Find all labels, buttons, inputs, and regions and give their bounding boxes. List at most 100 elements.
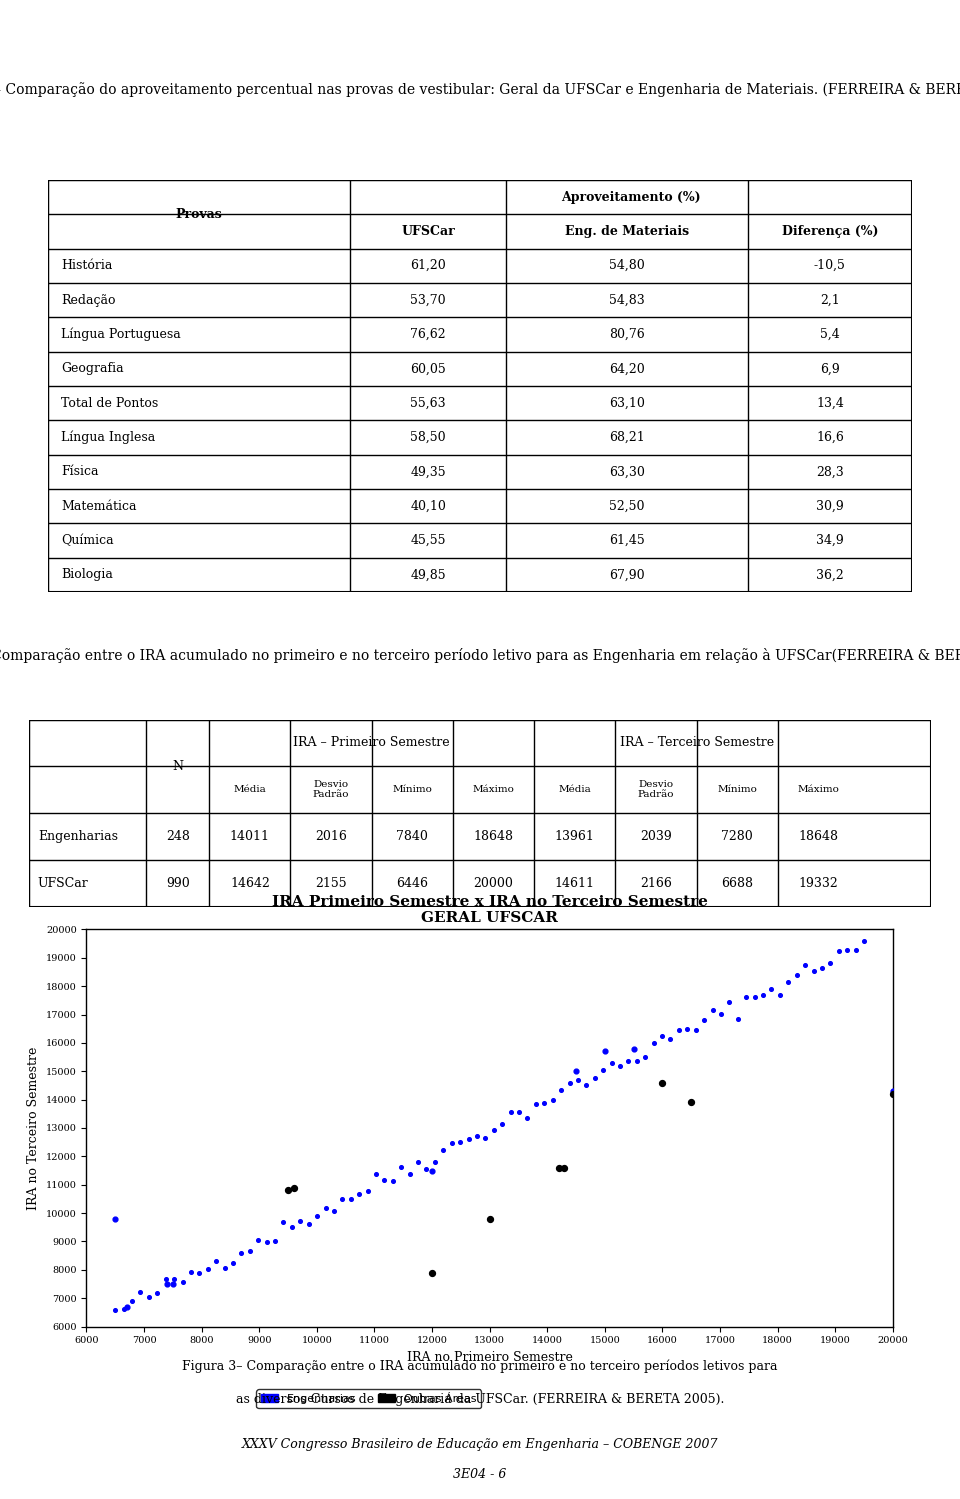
- Text: 6688: 6688: [721, 877, 754, 890]
- Point: [772, 983, 787, 1007]
- Text: 40,10: 40,10: [410, 499, 446, 513]
- Point: [588, 1066, 603, 1090]
- Text: 61,45: 61,45: [609, 534, 645, 547]
- Point: [568, 1060, 584, 1084]
- Point: [150, 1282, 165, 1306]
- Text: Matemática: Matemática: [61, 499, 136, 513]
- Legend: Engenharias, Outras Áreas: Engenharias, Outras Áreas: [256, 1390, 481, 1409]
- Text: 2,1: 2,1: [820, 294, 840, 307]
- Y-axis label: IRA no Terceiro Semestre: IRA no Terceiro Semestre: [27, 1046, 40, 1210]
- Point: [604, 1051, 619, 1075]
- Point: [469, 1124, 485, 1148]
- Point: [848, 938, 863, 962]
- Text: 6446: 6446: [396, 877, 428, 890]
- Point: [385, 1169, 400, 1193]
- Point: [764, 977, 780, 1001]
- Text: 34,9: 34,9: [816, 534, 844, 547]
- Text: -10,5: -10,5: [814, 259, 846, 273]
- Text: UFSCar: UFSCar: [401, 225, 455, 238]
- Point: [108, 1207, 123, 1231]
- Point: [166, 1268, 181, 1292]
- Point: [141, 1285, 156, 1309]
- Text: 13,4: 13,4: [816, 397, 844, 409]
- Point: [655, 1070, 670, 1094]
- Point: [655, 1024, 670, 1048]
- Point: [528, 1091, 543, 1115]
- Text: 54,80: 54,80: [609, 259, 645, 273]
- Point: [360, 1180, 375, 1204]
- Point: [165, 1273, 180, 1297]
- Point: [419, 1157, 434, 1181]
- Point: [427, 1150, 443, 1174]
- Point: [436, 1138, 451, 1162]
- Point: [738, 985, 754, 1009]
- Text: Redação: Redação: [61, 294, 115, 307]
- Point: [158, 1268, 174, 1292]
- Text: Mínimo: Mínimo: [717, 785, 757, 794]
- Text: 80,76: 80,76: [609, 328, 645, 340]
- Text: 6,9: 6,9: [820, 363, 840, 375]
- Point: [369, 1163, 384, 1187]
- Text: Tabela 4 – Comparação do aproveitamento percentual nas provas de vestibular: Ger: Tabela 4 – Comparação do aproveitamento …: [0, 82, 960, 97]
- Text: 3E04 - 6: 3E04 - 6: [453, 1468, 507, 1481]
- Point: [259, 1231, 275, 1255]
- Point: [798, 953, 813, 977]
- Text: 76,62: 76,62: [410, 328, 446, 340]
- Bar: [30, 814, 145, 859]
- Point: [680, 1016, 695, 1040]
- Point: [839, 938, 854, 962]
- Text: 248: 248: [166, 830, 190, 842]
- Text: Diferença (%): Diferença (%): [781, 225, 878, 238]
- Text: UFSCar: UFSCar: [37, 877, 88, 890]
- Text: 2166: 2166: [640, 877, 672, 890]
- Point: [814, 956, 829, 980]
- Point: [159, 1273, 175, 1297]
- Point: [805, 959, 821, 983]
- Text: 14611: 14611: [555, 877, 595, 890]
- Point: [301, 1213, 317, 1237]
- Point: [444, 1130, 460, 1154]
- Text: Tabela 5-  Comparação entre o IRA acumulado no primeiro e no terceiro período le: Tabela 5- Comparação entre o IRA acumula…: [0, 648, 960, 664]
- Text: 19332: 19332: [799, 877, 838, 890]
- Point: [696, 1009, 711, 1033]
- Point: [286, 1175, 301, 1199]
- Text: 67,90: 67,90: [609, 568, 645, 582]
- Point: [208, 1250, 224, 1274]
- Point: [512, 1100, 527, 1124]
- Point: [662, 1027, 678, 1051]
- Point: [503, 1100, 518, 1124]
- Point: [519, 1106, 535, 1130]
- Point: [646, 1031, 661, 1055]
- Point: [402, 1162, 418, 1186]
- Text: 7840: 7840: [396, 830, 428, 842]
- Point: [747, 985, 762, 1009]
- Point: [116, 1297, 132, 1321]
- Text: Física: Física: [61, 465, 99, 478]
- Text: N: N: [172, 760, 183, 773]
- Text: Provas: Provas: [176, 208, 223, 220]
- Text: 2155: 2155: [315, 877, 347, 890]
- Text: IRA – Terceiro Semestre: IRA – Terceiro Semestre: [619, 736, 774, 750]
- Point: [595, 1058, 611, 1082]
- Text: Eng. de Materiais: Eng. de Materiais: [564, 225, 689, 238]
- Text: 990: 990: [166, 877, 189, 890]
- Point: [612, 1054, 628, 1078]
- Point: [856, 929, 872, 953]
- Point: [284, 1214, 300, 1238]
- Text: 49,85: 49,85: [410, 568, 446, 582]
- Text: 45,55: 45,55: [411, 534, 445, 547]
- Text: 14642: 14642: [230, 877, 270, 890]
- Text: 30,9: 30,9: [816, 499, 844, 513]
- Point: [486, 1118, 501, 1142]
- Point: [293, 1208, 308, 1232]
- Point: [722, 989, 737, 1013]
- Text: XXXV Congresso Brasileiro de Educação em Engenharia – COBENGE 2007: XXXV Congresso Brasileiro de Educação em…: [242, 1438, 718, 1451]
- Text: Biologia: Biologia: [61, 568, 113, 582]
- Text: 63,10: 63,10: [609, 397, 645, 409]
- Text: IRA – Primeiro Semestre: IRA – Primeiro Semestre: [294, 736, 450, 750]
- Text: 18648: 18648: [473, 830, 514, 842]
- Text: Desvio
Padrão: Desvio Padrão: [313, 779, 349, 799]
- Point: [335, 1187, 350, 1211]
- Text: 60,05: 60,05: [410, 363, 446, 375]
- Point: [671, 1018, 686, 1042]
